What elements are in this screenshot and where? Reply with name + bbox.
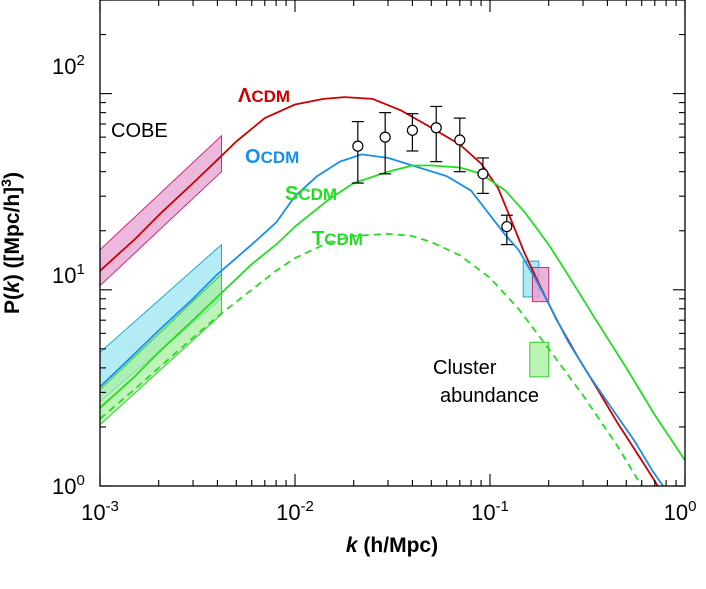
x-tick-label: 100 bbox=[664, 498, 697, 525]
cluster-boxes bbox=[522, 260, 550, 378]
y-tick-labels: 100 101 102 bbox=[52, 52, 85, 499]
scdm-label: SCDM bbox=[285, 183, 337, 205]
x-axis-title: k (h/Mpc) bbox=[346, 534, 438, 557]
point-marker bbox=[430, 122, 442, 134]
point-marker bbox=[454, 134, 466, 146]
cobe-label: COBE bbox=[111, 120, 168, 142]
ocdm-label: OCDM bbox=[245, 146, 299, 168]
lcdm-label: ΛCDM bbox=[238, 85, 290, 107]
data-point bbox=[500, 214, 513, 246]
cluster-legend-green bbox=[529, 341, 550, 378]
plot-frame bbox=[99, 0, 686, 487]
x-tick-labels: 10-3 10-2 10-1 100 bbox=[81, 498, 696, 525]
point-marker bbox=[379, 131, 391, 143]
data-point bbox=[453, 117, 466, 173]
data-point bbox=[379, 112, 392, 175]
cluster-label-line2: abundance bbox=[440, 385, 539, 407]
point-marker bbox=[501, 220, 513, 233]
point-marker bbox=[406, 124, 419, 136]
y-axis-title: P(k) ([Mpc/h]3) bbox=[0, 172, 24, 314]
x-tick-label: 10-3 bbox=[81, 498, 119, 525]
data-point bbox=[430, 105, 443, 163]
data-point bbox=[351, 120, 364, 184]
x-tick-label: 10-1 bbox=[471, 498, 509, 525]
axis-ticks bbox=[99, 0, 686, 487]
cluster-label-line1: Cluster bbox=[433, 357, 497, 379]
data-point bbox=[406, 113, 419, 152]
y-tick-label: 102 bbox=[52, 52, 85, 79]
point-marker bbox=[477, 168, 489, 180]
y-tick-label: 100 bbox=[52, 472, 85, 499]
scdm-curve bbox=[100, 164, 685, 461]
measurement-points bbox=[351, 105, 513, 246]
y-tick-label: 101 bbox=[52, 261, 85, 288]
tcdm-curve bbox=[100, 232, 643, 486]
tcdm-label: TCDM bbox=[312, 228, 363, 250]
ocdm-curve bbox=[100, 153, 665, 486]
data-point bbox=[476, 157, 489, 195]
cobe-bands bbox=[100, 134, 223, 426]
x-tick-label: 10-2 bbox=[276, 498, 314, 525]
band-cobe bbox=[100, 134, 223, 287]
point-marker bbox=[352, 140, 364, 152]
cluster-pink bbox=[531, 266, 550, 303]
